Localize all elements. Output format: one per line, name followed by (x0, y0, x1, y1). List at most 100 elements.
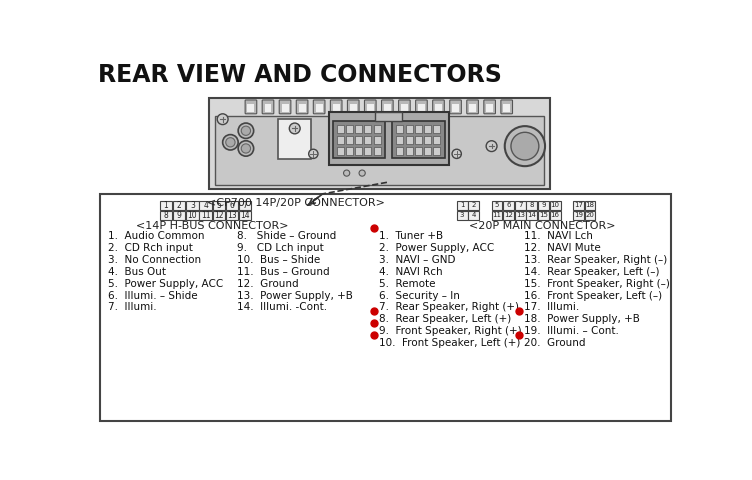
FancyBboxPatch shape (432, 100, 444, 114)
Bar (226, 201, 238, 210)
Bar (503, 211, 514, 220)
FancyBboxPatch shape (296, 100, 308, 114)
Text: 14.  Illumi. -Cont.: 14. Illumi. -Cont. (238, 302, 328, 312)
Bar (433, 136, 441, 144)
Text: 6.  Illumi. – Shide: 6. Illumi. – Shide (108, 290, 198, 300)
Bar (401, 104, 408, 111)
Text: 4.  Bus Out: 4. Bus Out (108, 267, 166, 276)
Circle shape (344, 170, 350, 176)
Bar (584, 201, 596, 210)
Bar (332, 121, 386, 158)
FancyBboxPatch shape (347, 100, 359, 114)
Text: 2: 2 (472, 203, 476, 208)
Text: 1.  Audio Common: 1. Audio Common (108, 231, 205, 241)
Bar (405, 136, 413, 144)
Text: 9.  Front Speaker, Right (+): 9. Front Speaker, Right (+) (379, 326, 522, 336)
Circle shape (226, 138, 235, 147)
FancyBboxPatch shape (314, 100, 325, 114)
FancyBboxPatch shape (262, 100, 274, 114)
Text: 4: 4 (203, 201, 208, 210)
Bar (424, 147, 431, 155)
Bar (199, 201, 212, 210)
Bar (415, 147, 422, 155)
Text: 7: 7 (243, 201, 247, 210)
Bar (415, 125, 422, 133)
Text: 12.  Ground: 12. Ground (238, 278, 299, 288)
Text: 15.  Front Speaker, Right (–): 15. Front Speaker, Right (–) (524, 278, 670, 288)
Text: 16: 16 (550, 213, 559, 218)
Bar (424, 136, 431, 144)
Bar (299, 104, 305, 111)
Bar (396, 125, 403, 133)
Bar (492, 201, 502, 210)
Bar (433, 147, 441, 155)
Circle shape (217, 114, 228, 125)
Text: 11.  Bus – Ground: 11. Bus – Ground (238, 267, 330, 276)
Bar (365, 125, 371, 133)
Bar (456, 211, 468, 220)
Text: 1: 1 (164, 201, 168, 210)
Text: 10: 10 (187, 211, 197, 220)
Bar (329, 111, 449, 166)
Text: 12.  NAVI Mute: 12. NAVI Mute (524, 243, 601, 253)
Circle shape (241, 144, 250, 153)
Text: 2.  CD Rch input: 2. CD Rch input (108, 243, 193, 253)
Bar (375, 111, 402, 121)
Circle shape (511, 132, 539, 160)
Text: 11: 11 (201, 211, 211, 220)
Text: 4.  NAVI Rch: 4. NAVI Rch (379, 267, 443, 276)
Text: 1.  Tuner +B: 1. Tuner +B (379, 231, 444, 241)
Bar (337, 125, 344, 133)
FancyBboxPatch shape (416, 100, 427, 114)
Circle shape (290, 123, 300, 134)
Bar (538, 211, 549, 220)
Bar (452, 104, 459, 111)
Text: 20.  Ground: 20. Ground (524, 338, 586, 348)
Circle shape (241, 126, 250, 135)
FancyBboxPatch shape (450, 100, 461, 114)
Text: 18: 18 (586, 203, 595, 208)
Bar (396, 136, 403, 144)
Bar (350, 104, 356, 111)
Bar (424, 125, 431, 133)
Bar (374, 136, 381, 144)
Text: 14.  Rear Speaker, Left (–): 14. Rear Speaker, Left (–) (524, 267, 660, 276)
Circle shape (238, 123, 253, 138)
FancyBboxPatch shape (330, 100, 342, 114)
Text: 12: 12 (504, 213, 513, 218)
Bar (213, 211, 225, 220)
Bar (433, 125, 441, 133)
Text: 10.  Front Speaker, Left (+): 10. Front Speaker, Left (+) (379, 338, 520, 348)
Circle shape (223, 134, 238, 150)
FancyBboxPatch shape (245, 100, 256, 114)
Bar (456, 201, 468, 210)
Bar (405, 147, 413, 155)
FancyBboxPatch shape (381, 100, 393, 114)
Text: 8.   Shide – Ground: 8. Shide – Ground (238, 231, 337, 241)
Text: 8.  Rear Speaker, Left (+): 8. Rear Speaker, Left (+) (379, 314, 511, 324)
Text: 13.  Power Supply, +B: 13. Power Supply, +B (238, 290, 353, 300)
FancyBboxPatch shape (209, 97, 550, 189)
Bar (239, 201, 251, 210)
Text: 17: 17 (574, 203, 583, 208)
Text: 3: 3 (460, 213, 465, 218)
Text: 8: 8 (164, 211, 168, 220)
Text: 9: 9 (177, 211, 182, 220)
Bar (515, 211, 526, 220)
Text: REAR VIEW AND CONNECTORS: REAR VIEW AND CONNECTORS (98, 63, 502, 87)
Bar (418, 104, 425, 111)
Bar (486, 104, 493, 111)
Circle shape (238, 141, 253, 156)
Text: 20: 20 (586, 213, 594, 218)
Bar (584, 211, 596, 220)
Bar (186, 211, 199, 220)
Text: 19: 19 (574, 213, 583, 218)
Circle shape (359, 170, 365, 176)
Bar (374, 147, 381, 155)
Text: 13.  Rear Speaker, Right (–): 13. Rear Speaker, Right (–) (524, 255, 667, 265)
Text: 9: 9 (541, 203, 546, 208)
Bar (186, 201, 199, 210)
Text: 6: 6 (229, 201, 235, 210)
Bar (100, 194, 671, 421)
Text: 5.  Power Supply, ACC: 5. Power Supply, ACC (108, 278, 223, 288)
